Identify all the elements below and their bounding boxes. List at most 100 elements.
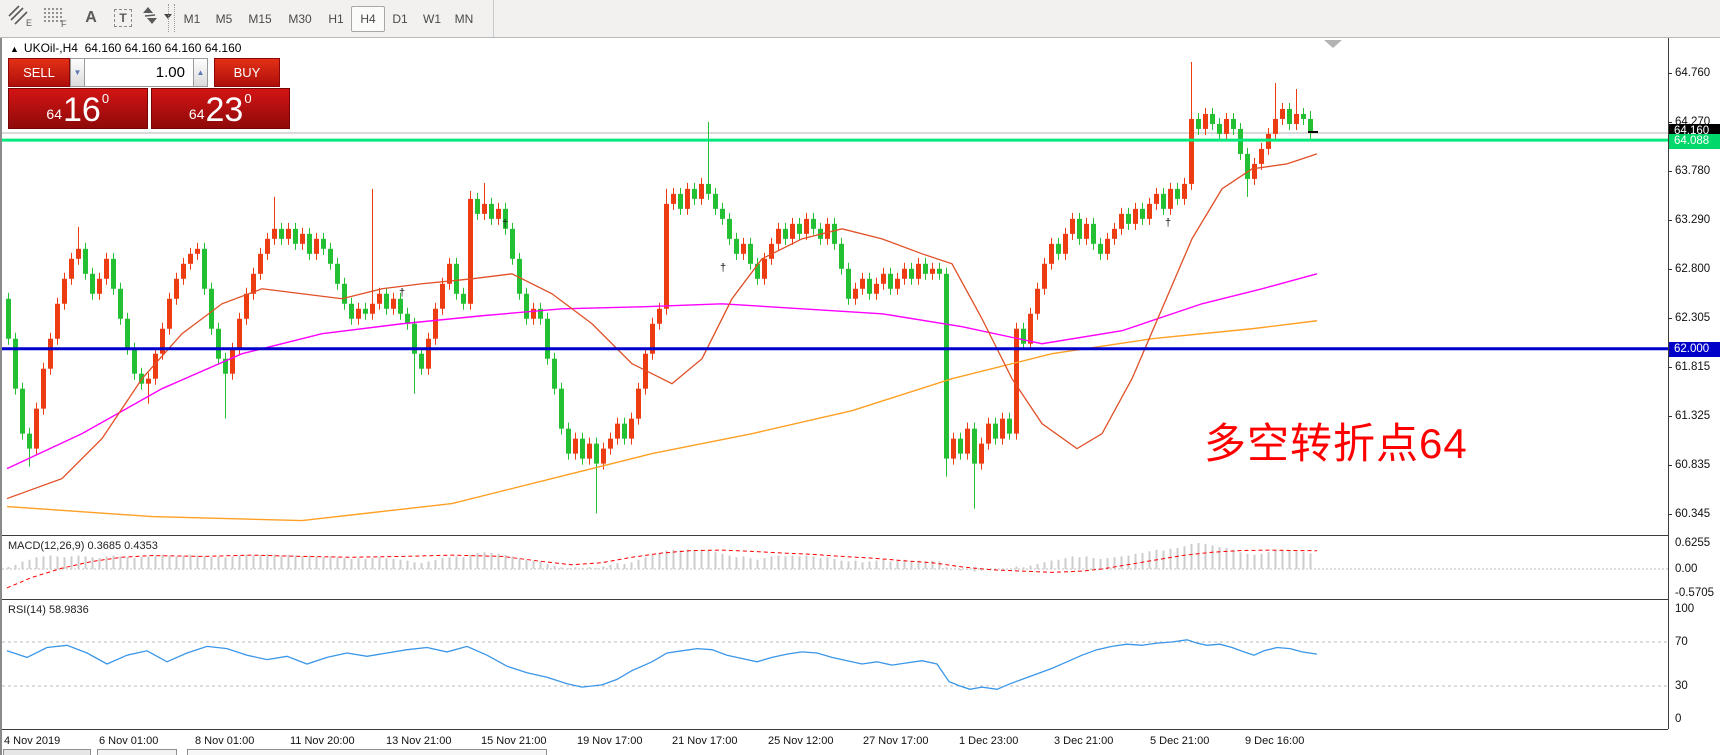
time-axis-label: 6 Nov 01:00 — [99, 735, 159, 747]
price-level-badge: 62.000 — [1669, 342, 1720, 357]
buy-button[interactable]: BUY — [214, 58, 280, 87]
candlestick-chart[interactable] — [2, 38, 1668, 535]
trade-marker: † — [399, 287, 406, 299]
timeframe-button-mn[interactable]: MN — [454, 12, 474, 26]
price-axis-tick — [1668, 367, 1672, 368]
time-axis-label: 13 Nov 21:00 — [386, 735, 452, 747]
macd-axis-label: -0.5705 — [1675, 586, 1715, 599]
equidistant-channel-glyph: E — [8, 5, 32, 28]
toolbar-separator — [493, 0, 494, 37]
price-axis-label: 60.835 — [1675, 459, 1711, 471]
sell-button[interactable]: SELL — [8, 58, 70, 87]
symbol-name: UKOil-,H4 — [23, 41, 78, 55]
timeframe-button-m5[interactable]: M5 — [215, 12, 233, 26]
ma-fast-line — [6, 153, 1318, 500]
time-axis-label: 11 Nov 20:00 — [290, 735, 355, 747]
main-chart-panel[interactable]: ▲ UKOil-,H4 64.160 64.160 64.160 64.160 S… — [2, 38, 1668, 536]
svg-text:E: E — [26, 18, 32, 28]
timeframe-button-h1[interactable]: H1 — [328, 12, 344, 26]
price-level-badge: 64.088 — [1669, 134, 1720, 149]
symbol-dropdown-icon[interactable]: ▲ — [10, 44, 19, 54]
price-axis-tick — [1668, 122, 1672, 123]
text-tool-glyph: A — [85, 9, 97, 26]
text-label-tool-icon[interactable]: T — [108, 4, 138, 32]
macd-plot — [2, 542, 1668, 589]
timeframe-button-m30[interactable]: M30 — [288, 12, 312, 26]
text-label-glyph: T — [114, 9, 132, 27]
candlesticks — [6, 62, 1313, 514]
rsi-line — [6, 639, 1318, 690]
chart-window: ▲ UKOil-,H4 64.160 64.160 64.160 64.160 S… — [0, 38, 1720, 755]
toolbar: E F A T M1 M5 M15 M30 H — [0, 0, 1720, 38]
time-axis-label: 15 Nov 21:00 — [481, 735, 547, 747]
trade-marker: † — [502, 218, 509, 230]
price-axis-tick — [1668, 318, 1672, 319]
ask-price-display[interactable]: 64 23 0 — [150, 88, 290, 129]
price-axis-label: 61.815 — [1675, 361, 1711, 373]
time-axis[interactable]: 4 Nov 2019 6 Nov 01:00 8 Nov 01:00 11 Nov 2… — [2, 730, 1720, 755]
bid-price-pips: 16 — [63, 91, 101, 129]
chart-tab-stub[interactable] — [3, 749, 91, 755]
time-axis-label: 9 Dec 16:00 — [1245, 735, 1305, 747]
price-axis-tick — [1668, 465, 1672, 466]
price-axis-tick — [1668, 269, 1672, 270]
time-axis-label: 21 Nov 17:00 — [672, 735, 738, 747]
price-axis-tick — [1668, 416, 1672, 417]
ask-price-whole: 64 — [188, 106, 205, 122]
rsi-axis-label: 0 — [1675, 713, 1682, 725]
volume-increase-button[interactable]: ▲ — [193, 58, 208, 87]
svg-text:F: F — [61, 19, 67, 28]
macd-signal-line — [6, 549, 1318, 589]
bid-price-display[interactable]: 64 16 0 — [8, 88, 148, 129]
macd-panel[interactable]: MACD(12,26,9) 0.3685 0.4353 — [2, 537, 1668, 600]
time-axis-label: 4 Nov 2019 — [4, 735, 61, 747]
chart-tab-stub[interactable] — [97, 749, 177, 755]
price-axis-label: 60.345 — [1675, 508, 1711, 520]
time-axis-label: 27 Nov 17:00 — [863, 735, 929, 747]
rsi-axis-label: 100 — [1675, 603, 1695, 615]
macd-axis-label: 0.00 — [1675, 563, 1698, 575]
time-axis-label: 5 Dec 21:00 — [1150, 735, 1210, 747]
ma-mid-line — [6, 273, 1318, 470]
rsi-label: RSI(14) 58.9836 — [8, 604, 89, 616]
ask-price-point: 0 — [244, 91, 252, 106]
time-axis-label: 1 Dec 23:00 — [959, 735, 1019, 747]
toolbar-drag-handle[interactable] — [168, 4, 175, 32]
macd-axis-label: 0.6255 — [1675, 536, 1711, 549]
volume-input[interactable] — [85, 58, 193, 87]
timeframe-button-d1[interactable]: D1 — [392, 12, 408, 26]
ohlc-quotes: 64.160 64.160 64.160 64.160 — [84, 41, 242, 55]
chart-text-annotation: 多空转折点64 — [1204, 420, 1468, 467]
chart-shift-marker[interactable] — [1324, 40, 1342, 48]
macd-label: MACD(12,26,9) 0.3685 0.4353 — [8, 540, 158, 552]
price-axis-label: 64.760 — [1675, 67, 1711, 79]
price-axis-tick — [1668, 514, 1672, 515]
timeframe-button-m15[interactable]: M15 — [248, 12, 272, 26]
trade-marker: † — [1165, 217, 1172, 229]
price-axis-label: 61.325 — [1675, 410, 1711, 422]
rsi-axis-label: 70 — [1675, 636, 1688, 648]
price-axis-tick — [1668, 220, 1672, 221]
bid-price-point: 0 — [101, 91, 110, 106]
rsi-panel[interactable]: RSI(14) 58.9836 — [2, 601, 1668, 730]
trade-marker: † — [720, 262, 727, 274]
arrows-tool-icon[interactable] — [140, 4, 178, 32]
price-axis[interactable]: 64.760 64.270 63.780 63.290 62.800 62.305 61.8… — [1668, 38, 1720, 729]
fibonacci-glyph: F — [44, 8, 67, 28]
last-price-dash — [1308, 131, 1318, 133]
time-axis-label: 19 Nov 17:00 — [577, 735, 643, 747]
timeframe-button-h4[interactable]: H4 — [351, 6, 385, 32]
equidistant-channel-icon[interactable]: E — [8, 4, 38, 32]
chart-title: ▲ UKOil-,H4 64.160 64.160 64.160 64.160 — [10, 41, 241, 55]
price-axis-label: 63.780 — [1675, 165, 1711, 177]
ask-price-pips: 23 — [205, 91, 244, 129]
timeframe-button-m1[interactable]: M1 — [183, 12, 201, 26]
price-axis-label: 62.305 — [1675, 312, 1711, 324]
text-tool-icon[interactable]: A — [76, 4, 106, 32]
volume-decrease-button[interactable]: ▼ — [70, 58, 85, 87]
timeframe-button-w1[interactable]: W1 — [423, 12, 441, 26]
one-click-trading-panel: SELL ▼ ▲ BUY 64 16 0 64 23 0 — [8, 58, 290, 129]
rsi-axis-label: 30 — [1675, 680, 1688, 692]
fibonacci-icon[interactable]: F — [42, 4, 72, 32]
